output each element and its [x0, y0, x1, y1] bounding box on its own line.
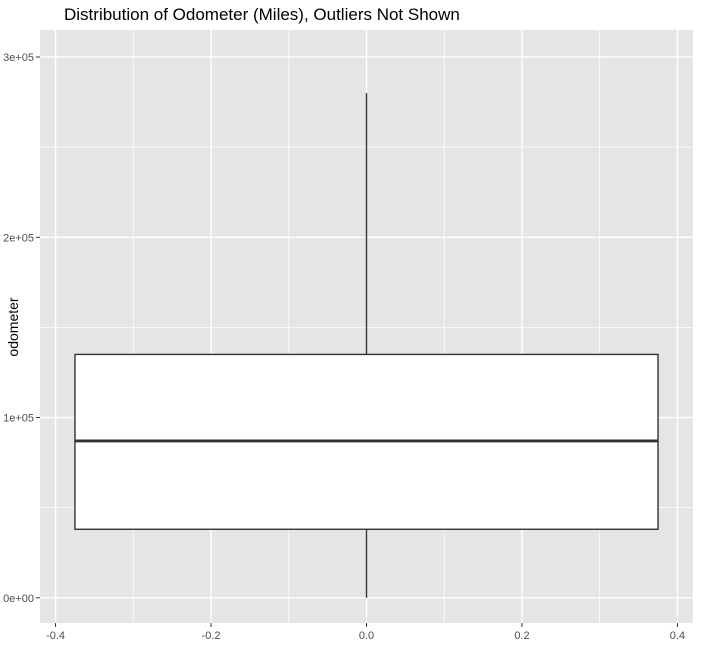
y-axis: 0e+00 1e+05 2e+05 3e+05 [3, 52, 40, 605]
x-tick-label: 0.4 [670, 630, 685, 642]
box-group [74, 93, 659, 598]
chart-title: Distribution of Odometer (Miles), Outlie… [64, 5, 460, 24]
y-axis-title: odometer [5, 297, 21, 356]
y-tick-label: 3e+05 [3, 52, 34, 64]
x-tick-label: -0.4 [46, 630, 65, 642]
x-tick-label: 0.2 [514, 630, 529, 642]
y-tick-label: 2e+05 [3, 232, 34, 244]
x-tick-label: 0.0 [359, 630, 374, 642]
y-tick-label: 0e+00 [3, 593, 34, 605]
x-axis: -0.4 -0.2 0.0 0.2 0.4 [46, 623, 685, 642]
y-tick-label: 1e+05 [3, 413, 34, 425]
x-tick-label: -0.2 [202, 630, 221, 642]
